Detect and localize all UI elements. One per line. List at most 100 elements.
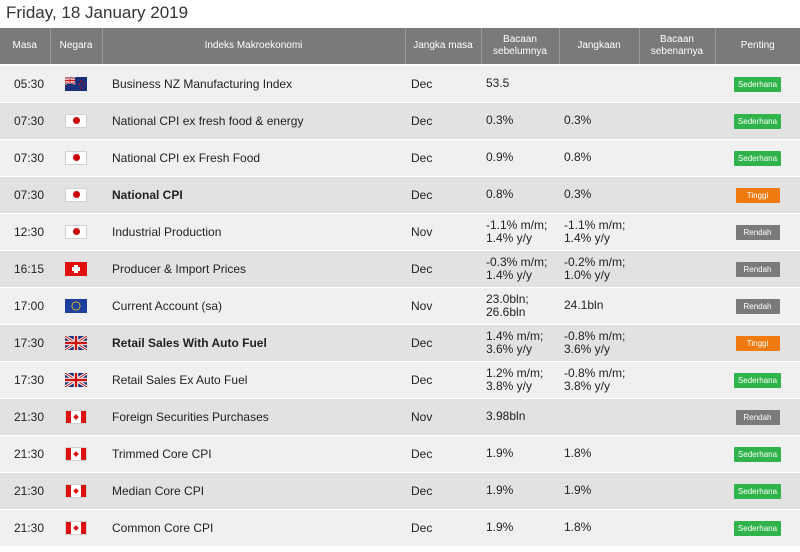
event-actual [639, 212, 715, 250]
event-time: 21:30 [0, 434, 50, 472]
uk-flag-icon [50, 323, 102, 361]
event-time: 07:30 [0, 138, 50, 176]
importance-cell: Sederhana [715, 471, 800, 509]
importance-badge: Sederhana [733, 113, 782, 129]
event-actual [639, 138, 715, 176]
event-previous: 3.98bln [481, 397, 559, 435]
table-row: 07:30 National CPI ex fresh food & energy… [0, 101, 800, 139]
event-indicator: Business NZ Manufacturing Index [102, 64, 405, 102]
col-time-header: Masa [0, 28, 51, 65]
jp-flag-icon [50, 212, 102, 250]
event-time: 17:30 [0, 360, 50, 398]
event-previous: 53.5 [481, 64, 559, 102]
event-forecast: 1.9% [559, 471, 639, 509]
importance-cell: Rendah [715, 397, 800, 435]
event-actual [639, 175, 715, 213]
event-previous: -0.3% m/m; 1.4% y/y [481, 249, 559, 287]
event-previous: 1.9% [481, 434, 559, 472]
event-indicator: Trimmed Core CPI [102, 434, 405, 472]
importance-badge: Rendah [735, 298, 780, 314]
event-indicator: National CPI ex Fresh Food [102, 138, 405, 176]
event-actual [639, 323, 715, 361]
jp-flag-icon [50, 175, 102, 213]
importance-cell: Sederhana [715, 360, 800, 398]
col-forecast-header: Jangkaan [559, 28, 640, 65]
event-previous: 0.3% [481, 101, 559, 139]
event-period: Dec [405, 434, 481, 472]
event-forecast: -0.8% m/m; 3.6% y/y [559, 323, 639, 361]
event-time: 07:30 [0, 101, 50, 139]
event-indicator: National CPI [102, 175, 405, 213]
table-row: 17:30 Retail Sales Ex Auto Fuel Dec 1.2% m/… [0, 360, 800, 398]
event-forecast: 1.8% [559, 508, 639, 546]
importance-cell: Rendah [715, 249, 800, 287]
importance-badge: Tinggi [735, 187, 780, 203]
event-indicator: Producer & Import Prices [102, 249, 405, 287]
event-time: 05:30 [0, 64, 50, 102]
table-row: 21:30 Trimmed Core CPI Dec 1.9% 1.8% Sederhan… [0, 434, 800, 472]
importance-badge: Sederhana [733, 483, 782, 499]
event-forecast: 24.1bln [559, 286, 639, 324]
jp-flag-icon [50, 138, 102, 176]
event-time: 07:30 [0, 175, 50, 213]
event-actual [639, 101, 715, 139]
ca-flag-icon [50, 508, 102, 546]
col-actual-header: Bacaan sebenarnya [639, 28, 716, 65]
importance-cell: Tinggi [715, 175, 800, 213]
event-period: Dec [405, 249, 481, 287]
event-forecast: 1.8% [559, 434, 639, 472]
event-actual [639, 397, 715, 435]
importance-cell: Sederhana [715, 64, 800, 102]
col-importance-header: Penting [715, 28, 800, 65]
jp-flag-icon [50, 101, 102, 139]
eu-flag-icon [50, 286, 102, 324]
importance-cell: Sederhana [715, 138, 800, 176]
table-row: 17:00 Current Account (sa) Nov 23.0bln; 26.6… [0, 286, 800, 324]
table-row: 07:30 National CPI ex Fresh Food Dec 0.9% 0.… [0, 138, 800, 176]
event-period: Dec [405, 508, 481, 546]
event-time: 17:00 [0, 286, 50, 324]
event-period: Dec [405, 323, 481, 361]
event-previous: 1.9% [481, 471, 559, 509]
event-actual [639, 249, 715, 287]
page-title: Friday, 18 January 2019 [6, 3, 189, 22]
nz-flag-icon [50, 64, 102, 102]
event-actual [639, 434, 715, 472]
table-row: 07:30 National CPI Dec 0.8% 0.3% Tinggi [0, 175, 800, 213]
event-time: 12:30 [0, 212, 50, 250]
event-time: 21:30 [0, 397, 50, 435]
event-forecast: 0.8% [559, 138, 639, 176]
importance-cell: Rendah [715, 212, 800, 250]
importance-badge: Rendah [735, 409, 780, 425]
event-time: 16:15 [0, 249, 50, 287]
col-period-header: Jangka masa [405, 28, 482, 65]
event-indicator: Current Account (sa) [102, 286, 405, 324]
event-previous: 1.2% m/m; 3.8% y/y [481, 360, 559, 398]
economic-calendar-table: Masa Negara Indeks Makroekonomi Jangka m… [0, 28, 800, 546]
event-indicator: National CPI ex fresh food & energy [102, 101, 405, 139]
event-period: Dec [405, 360, 481, 398]
event-previous: 1.4% m/m; 3.6% y/y [481, 323, 559, 361]
event-previous: 1.9% [481, 508, 559, 546]
event-forecast [559, 397, 639, 435]
table-row: 12:30 Industrial Production Nov -1.1% m/m; 1… [0, 212, 800, 250]
event-forecast: -0.8% m/m; 3.8% y/y [559, 360, 639, 398]
event-actual [639, 360, 715, 398]
event-period: Dec [405, 138, 481, 176]
event-actual [639, 286, 715, 324]
table-row: 21:30 Common Core CPI Dec 1.9% 1.8% Sederhana [0, 508, 800, 546]
event-indicator: Industrial Production [102, 212, 405, 250]
event-time: 17:30 [0, 323, 50, 361]
event-previous: 23.0bln; 26.6bln [481, 286, 559, 324]
event-period: Dec [405, 175, 481, 213]
ca-flag-icon [50, 471, 102, 509]
event-forecast: -0.2% m/m; 1.0% y/y [559, 249, 639, 287]
col-indicator-header: Indeks Makroekonomi [102, 28, 406, 65]
importance-cell: Sederhana [715, 434, 800, 472]
event-indicator: Foreign Securities Purchases [102, 397, 405, 435]
event-period: Dec [405, 101, 481, 139]
col-country-header: Negara [50, 28, 103, 65]
importance-cell: Rendah [715, 286, 800, 324]
table-row: 05:30 Business NZ Manufacturing Index Dec 5… [0, 64, 800, 102]
ch-flag-icon [50, 249, 102, 287]
